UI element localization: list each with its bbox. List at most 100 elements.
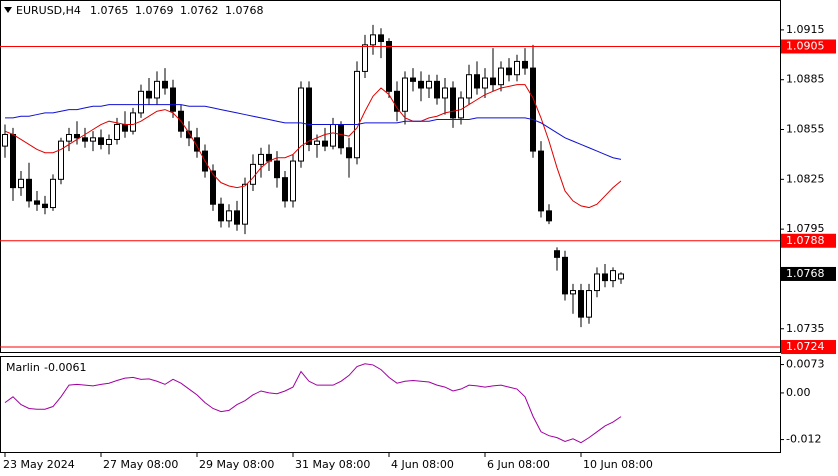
candle-body xyxy=(506,67,512,76)
level-label-box xyxy=(781,233,836,248)
candle-body xyxy=(2,133,8,147)
y-tick-label: 1.0825 xyxy=(786,172,825,185)
moving-average xyxy=(4,84,622,209)
candle-body xyxy=(490,77,496,86)
candle-body xyxy=(370,34,376,46)
candle-body xyxy=(586,290,592,318)
candle-body xyxy=(130,112,136,132)
candle-body xyxy=(338,124,344,149)
candle-body xyxy=(146,90,152,99)
x-tick-label: 31 May 08:00 xyxy=(295,458,370,471)
candle-body xyxy=(122,124,128,132)
x-tick-label: 27 May 08:00 xyxy=(103,458,178,471)
candle-body xyxy=(578,290,584,318)
candle-body xyxy=(10,133,16,189)
candle-body xyxy=(610,270,616,282)
indicator-y-tick-label: 0.00 xyxy=(786,386,811,399)
symbol: EURUSD,H4 xyxy=(16,4,81,17)
low-price: 1.0762 xyxy=(180,4,219,17)
candle-body xyxy=(90,137,96,142)
candle-body xyxy=(562,256,568,295)
y-tick-label: 1.0915 xyxy=(786,23,825,36)
candle-body xyxy=(298,87,304,162)
candle-body xyxy=(546,210,552,222)
candle-body xyxy=(434,80,440,99)
y-tick-label: 1.0885 xyxy=(786,73,825,86)
candle-body xyxy=(554,250,560,258)
candle-body xyxy=(362,44,368,72)
x-tick-label: 4 Jun 08:00 xyxy=(391,458,454,471)
candle-body xyxy=(250,163,256,185)
candle-body xyxy=(354,70,360,159)
candle-body xyxy=(402,77,408,112)
level-label: 1.0788 xyxy=(786,234,825,247)
candle-body xyxy=(514,60,520,76)
candle-body xyxy=(210,170,216,205)
candle-body xyxy=(114,124,120,140)
candle-body xyxy=(242,183,248,225)
x-tick-label: 29 May 08:00 xyxy=(199,458,274,471)
candle-body xyxy=(138,90,144,114)
candle-body xyxy=(602,273,608,282)
candle-body xyxy=(58,140,64,180)
candle-body xyxy=(162,80,168,89)
candle-body xyxy=(594,273,600,292)
candle-body xyxy=(290,160,296,202)
candle-body xyxy=(618,273,624,280)
candle-body xyxy=(194,137,200,152)
candle-body xyxy=(98,137,104,145)
candle-body xyxy=(530,67,536,152)
y-tick-label: 1.0795 xyxy=(786,222,825,235)
candle-body xyxy=(50,178,56,209)
candle-body xyxy=(474,74,480,89)
candle-body xyxy=(34,200,40,205)
candle-body xyxy=(322,140,328,147)
indicator-y-tick-label: 0.0073 xyxy=(786,358,825,371)
candle-body xyxy=(418,80,424,89)
x-tick-label: 6 Jun 08:00 xyxy=(487,458,550,471)
candle-body xyxy=(522,60,528,69)
candle-body xyxy=(442,87,448,99)
current-price-box xyxy=(781,266,836,281)
candle-body xyxy=(538,150,544,212)
candle-body xyxy=(18,178,24,189)
indicator-panel-frame xyxy=(0,356,781,453)
level-label: 1.0905 xyxy=(786,39,825,52)
open-price: 1.0765 xyxy=(90,4,129,17)
candle-body xyxy=(306,87,312,145)
candle-body xyxy=(170,87,176,112)
candle-body xyxy=(386,41,392,92)
candle-body xyxy=(394,90,400,112)
candle-body xyxy=(482,77,488,89)
candle-body xyxy=(218,203,224,222)
menu-triangle[interactable] xyxy=(4,7,12,13)
y-tick-label: 1.0855 xyxy=(786,123,825,136)
high-price: 1.0769 xyxy=(135,4,174,17)
candle-body xyxy=(426,80,432,89)
candle-body xyxy=(226,210,232,222)
indicator-line xyxy=(4,363,622,444)
candle-body xyxy=(258,153,264,165)
candle-body xyxy=(466,74,472,99)
candle-body xyxy=(26,178,32,202)
candle-body xyxy=(346,147,352,159)
x-tick-label: 23 May 2024 xyxy=(3,458,75,471)
close-price: 1.0768 xyxy=(225,4,264,17)
moving-average xyxy=(5,104,622,160)
candle-body xyxy=(410,77,416,82)
candle-body xyxy=(66,133,72,142)
y-tick-label: 1.0735 xyxy=(786,322,825,335)
candle-body xyxy=(154,80,160,99)
indicator-name: Marlin xyxy=(6,361,40,374)
candle-body xyxy=(314,140,320,145)
x-tick-label: 10 Jun 08:00 xyxy=(583,458,653,471)
level-label-box xyxy=(781,340,836,355)
main-panel-frame xyxy=(0,0,781,353)
candle-body xyxy=(234,210,240,225)
candle-body xyxy=(74,133,80,139)
level-label: 1.0724 xyxy=(786,340,825,353)
candle-body xyxy=(106,138,112,145)
indicator-value: -0.0061 xyxy=(44,361,86,374)
